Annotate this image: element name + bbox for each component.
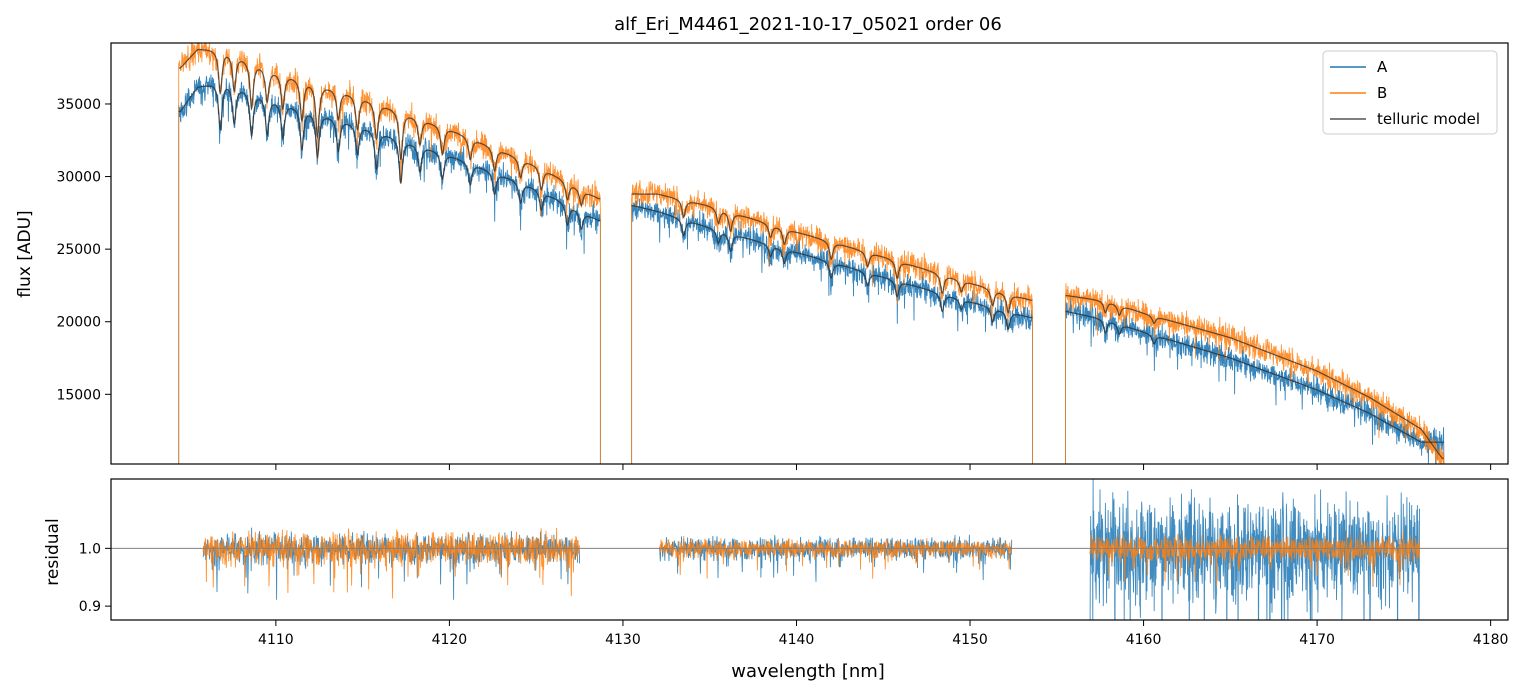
x-axis-label: wavelength [nm] bbox=[731, 661, 885, 682]
legend-box bbox=[1322, 50, 1498, 135]
residual-y-tick-label: 1.0 bbox=[79, 541, 101, 557]
telluric-model-a-segment-1 bbox=[178, 85, 601, 231]
x-tick-label: 4170 bbox=[1299, 632, 1335, 648]
residual-panel: 0.91.0 4110 4120 4130 4140 4150 4160 4170 4180 … bbox=[43, 478, 1509, 682]
telluric-model-a-segment-3 bbox=[1065, 311, 1444, 443]
series-b-line-segment-2 bbox=[631, 180, 1033, 464]
legend-label-model: telluric model bbox=[1377, 110, 1480, 128]
x-tick-label: 4120 bbox=[432, 632, 468, 648]
residual-y-ticks: 0.9 1.0 bbox=[79, 541, 111, 615]
spectrum-y-tick-label: 30000 bbox=[56, 170, 101, 186]
x-tick-label: 4110 bbox=[258, 632, 294, 648]
spectrum-y-tick-label: 20000 bbox=[56, 315, 101, 331]
spectrum-y-ticks: 15000 20000 25000 30000 35000 bbox=[56, 97, 111, 403]
residual-y-tick-label: 0.9 bbox=[79, 599, 101, 615]
x-tick-label: 4130 bbox=[605, 632, 641, 648]
legend-label-a: A bbox=[1377, 58, 1388, 76]
residual-x-ticks: 4110 4120 4130 4140 4150 4160 4170 4180 bbox=[258, 620, 1508, 648]
spectrum-plot-area bbox=[178, 43, 1445, 464]
residual-y-axis-label: residual bbox=[43, 518, 63, 585]
series-a-line-segment-3 bbox=[1065, 295, 1445, 464]
legend-label-b: B bbox=[1377, 84, 1387, 102]
spectrum-x-ticks bbox=[275, 464, 1492, 470]
telluric-model-b-segment-3 bbox=[1065, 295, 1444, 459]
spectrum-panel: 15000 20000 25000 30000 35000 flux [ADU] A B… bbox=[15, 42, 1509, 470]
spectrum-y-tick-label: 25000 bbox=[56, 242, 101, 258]
x-tick-label: 4160 bbox=[1126, 632, 1162, 648]
telluric-model-a-segment-2 bbox=[631, 205, 1033, 331]
telluric-model-b-segment-1 bbox=[178, 48, 601, 207]
spectrum-y-axis-label: flux [ADU] bbox=[15, 210, 35, 297]
spectrum-y-tick-label: 35000 bbox=[56, 97, 101, 113]
residual-b-segment-1 bbox=[202, 527, 581, 599]
residual-axes-frame bbox=[110, 478, 1509, 621]
telluric-model-b-segment-2 bbox=[631, 193, 1033, 314]
spectrum-axes-frame bbox=[110, 42, 1509, 465]
x-tick-label: 4180 bbox=[1473, 632, 1509, 648]
x-tick-label: 4140 bbox=[779, 632, 815, 648]
residual-plot-area bbox=[111, 479, 1508, 620]
legend: A B telluric model bbox=[1322, 50, 1498, 135]
figure-title: alf_Eri_M4461_2021-10-17_05021 order 06 bbox=[614, 14, 1002, 35]
spectrum-y-tick-label: 15000 bbox=[56, 387, 101, 403]
residual-a-segment-2 bbox=[658, 534, 1013, 582]
x-tick-label: 4150 bbox=[952, 632, 988, 648]
